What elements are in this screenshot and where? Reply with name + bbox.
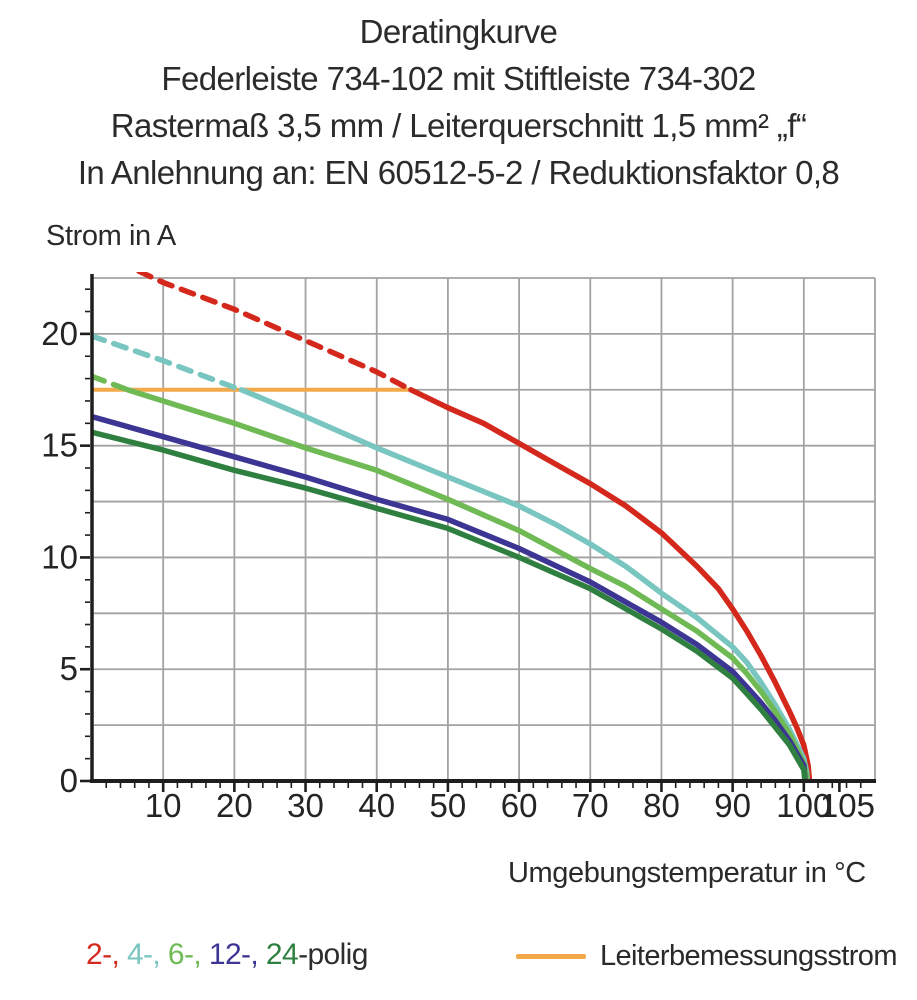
rated-current-swatch [516,954,586,959]
curve-12-polig-solid [92,413,808,781]
poles-legend-token: -polig [298,938,368,971]
x-tick-label: 30 [287,787,324,824]
curve-2-polig-solid [408,387,813,781]
rated-current-label: Leiterbemessungsstrom [600,940,897,972]
x-tick-label: 80 [643,787,680,824]
x-tick-label: 20 [216,787,253,824]
title-line-4: In Anlehnung an: EN 60512-5-2 / Reduktio… [77,154,840,191]
poles-legend-token: 12-, [208,938,266,971]
x-tick-label: 105 [820,787,875,824]
gridlines [92,277,876,781]
axes [90,274,876,783]
curve-4-polig-dashed [92,333,245,393]
poles-legend: 2-, 4-, 6-, 12-, 24-polig [86,938,368,972]
y-tick-label: 5 [60,650,78,687]
y-tick-label: 0 [60,762,78,799]
x-tick-label: 50 [430,787,467,824]
poles-legend-token: 24 [265,938,299,971]
curve-6-polig-dashed [92,373,131,393]
x-tick-label: 90 [714,787,751,824]
curves [92,272,813,781]
x-tick-label: 10 [145,787,182,824]
curve-2-polig-dashed [136,272,414,393]
ticks [80,288,862,792]
y-axis-title: Strom in A [46,220,176,252]
title-line-3: Rastermaß 3,5 mm / Leiterquerschnitt 1,5… [110,107,807,144]
curve-6-polig-solid [124,387,810,781]
y-tick-label: 15 [41,427,78,464]
x-axis-title: Umgebungstemperatur in °C [508,857,866,889]
x-tick-label: 70 [572,787,609,824]
poles-legend-token: 4-, [126,938,168,971]
x-tick-label: 100 [776,787,831,824]
curve-24-polig-solid [92,429,808,781]
title-block: Deratingkurve Federleiste 734-102 mit St… [0,8,917,196]
y-tick-label: 10 [41,538,78,575]
y-tick-label: 20 [41,315,78,352]
title-line-2: Federleiste 734-102 mit Stiftleiste 734-… [161,60,756,97]
title-line-1: Deratingkurve [359,13,558,50]
x-tick-label: 60 [501,787,538,824]
poles-legend-token: 6-, [167,938,209,971]
x-tick-label: 40 [358,787,395,824]
poles-legend-token: 2-, [86,938,127,971]
